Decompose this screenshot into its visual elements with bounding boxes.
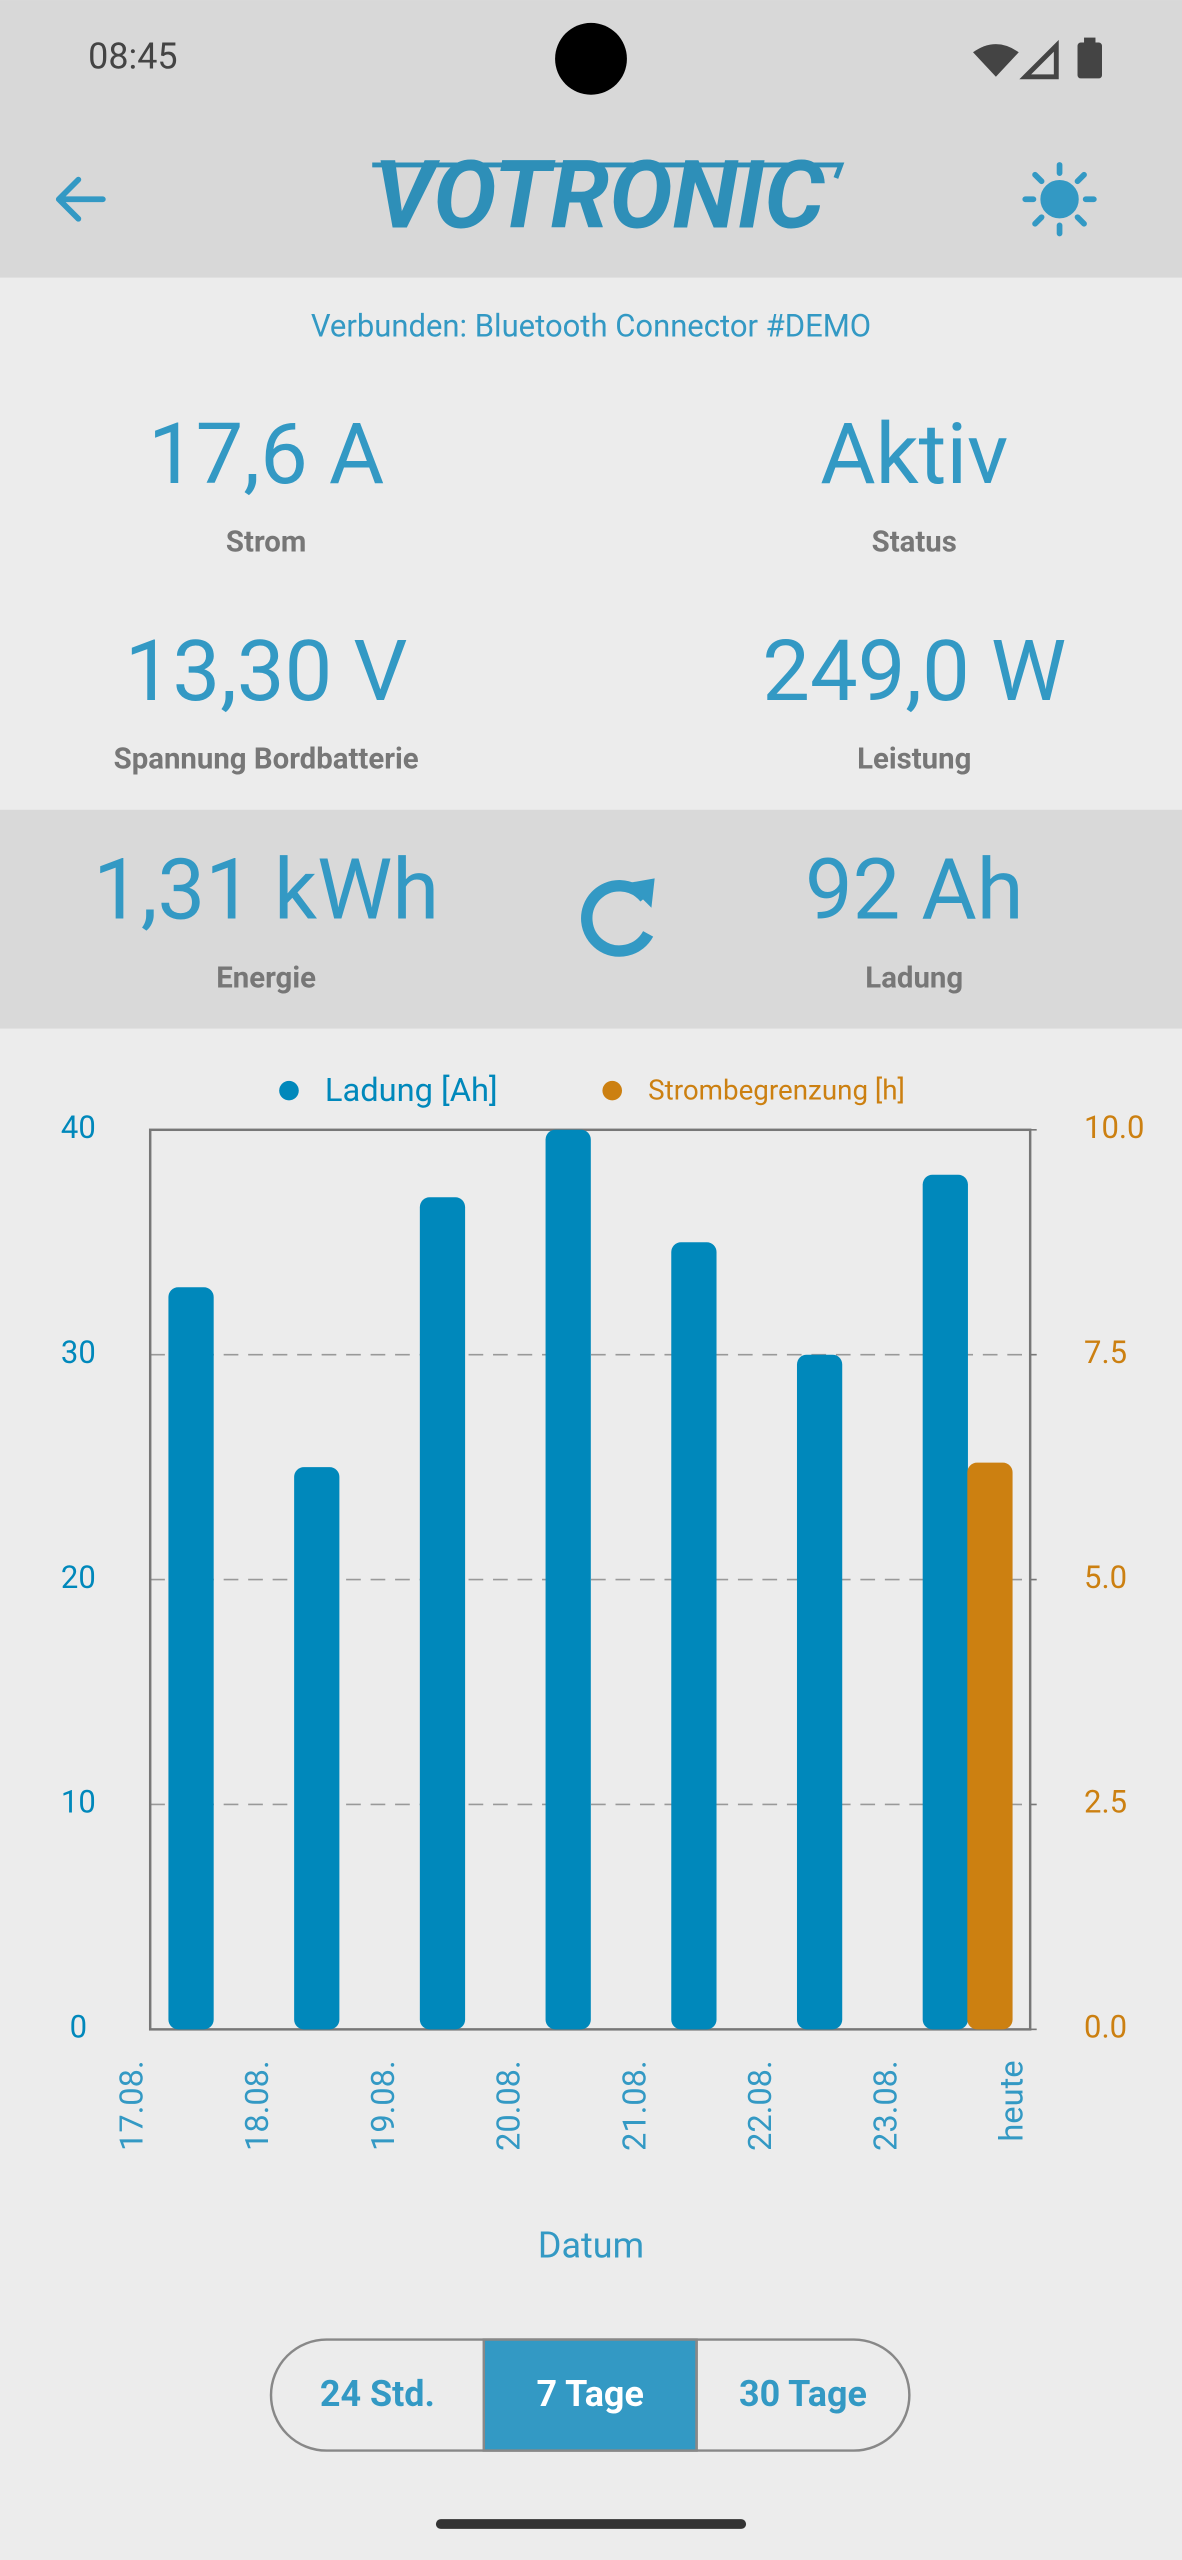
x-tick-label: 19.08. (364, 2060, 402, 2151)
metric-label: Status (872, 525, 957, 559)
metric-value: 1,31 kWh (93, 840, 439, 940)
camera (555, 22, 627, 95)
metric-value: 17,6 A (148, 404, 384, 504)
range-option[interactable]: 30 Tage (739, 2373, 867, 2415)
y2-tick-label: 10.0 (1084, 1109, 1144, 1146)
y2-tick-label: 0.0 (1084, 2009, 1127, 2046)
bar (967, 1462, 1013, 2030)
logo: VOTRONIC (374, 141, 825, 252)
legend-label: Strombegrenzung [h] (648, 1074, 905, 1107)
metric-value: 249,0 W (762, 621, 1066, 721)
metric-label: Ladung (865, 961, 963, 995)
metric-label: Spannung Bordbatterie (114, 743, 419, 777)
bar (545, 1129, 591, 2030)
range-option[interactable]: 7 Tage (537, 2373, 644, 2415)
chart: Ladung [Ah] Strombegrenzung [h] 0 10 20 30 40 0… (61, 1071, 1145, 2267)
status-icons (973, 37, 1103, 80)
theme-button[interactable] (1022, 162, 1097, 237)
y-tick-label: 0 (70, 2009, 87, 2046)
legend-label: Ladung [Ah] (325, 1071, 498, 1109)
metric-label: Strom (226, 525, 306, 559)
y-tick-label: 10 (61, 1784, 96, 1821)
x-tick-label: 18.08. (238, 2060, 276, 2151)
x-tick-label: 22.08. (741, 2060, 779, 2151)
metric-label: Energie (216, 961, 316, 995)
back-button[interactable] (55, 176, 106, 222)
selected-segment (482, 2338, 698, 2452)
x-tick-label: 21.08. (615, 2060, 653, 2151)
plot-frame (148, 1128, 1032, 2031)
metric-value: Aktiv (820, 404, 1008, 504)
y-tick-label: 40 (61, 1109, 96, 1146)
metric-value: 92 Ah (805, 840, 1024, 940)
legend-marker (602, 1080, 623, 1101)
status-time: 08:45 (88, 35, 177, 77)
bar (671, 1242, 717, 2030)
metric-label: Leistung (857, 743, 971, 777)
metric-value: 13,30 V (125, 621, 408, 721)
x-tick-label: 20.08. (490, 2060, 528, 2151)
logo-line (372, 162, 845, 179)
y2-tick-label: 2.5 (1084, 1784, 1127, 1821)
bar (922, 1174, 968, 2030)
range-option[interactable]: 24 Std. (320, 2373, 435, 2415)
x-tick-label: 17.08. (112, 2060, 150, 2151)
x-tick-label: 23.08. (867, 2060, 905, 2151)
bar (168, 1287, 214, 2030)
bar (796, 1354, 843, 2030)
refresh-button[interactable] (581, 878, 655, 957)
legend-marker (279, 1080, 299, 1101)
bar (419, 1197, 466, 2030)
connection-status: Verbunden: Bluetooth Connector #DEMO (311, 307, 871, 344)
x-axis-title: Datum (538, 2225, 644, 2267)
y2-tick-label: 5.0 (1084, 1559, 1127, 1596)
y-tick-label: 20 (61, 1559, 96, 1596)
y-tick-label: 30 (61, 1334, 96, 1371)
y2-tick-label: 7.5 (1084, 1334, 1127, 1371)
bar (294, 1467, 340, 2030)
x-tick-label: heute (992, 2060, 1030, 2141)
range-selector: 24 Std. 7 Tage 30 Tage (269, 2338, 911, 2452)
